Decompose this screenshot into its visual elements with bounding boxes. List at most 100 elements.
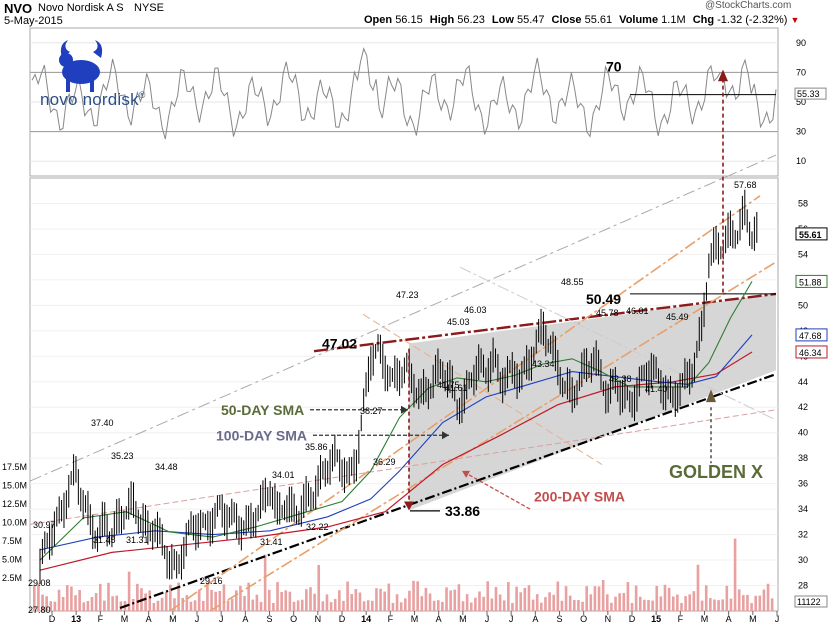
- x-tick-label: M: [169, 614, 177, 624]
- volume-bar: [428, 593, 432, 611]
- watermark: @StockCharts.com: [705, 0, 792, 11]
- price-point-label: 45.78: [596, 308, 619, 318]
- volume-bar: [577, 600, 580, 611]
- volume-bar: [305, 589, 308, 611]
- volume-bar: [387, 583, 391, 611]
- price-point-label: 29.16: [200, 576, 223, 586]
- registered-mark: ®: [138, 90, 146, 100]
- volume-bar: [498, 594, 502, 611]
- volume-bar: [519, 592, 523, 611]
- volume-bar: [144, 593, 147, 611]
- volume-bar: [647, 600, 650, 611]
- x-tick-label: 14: [361, 614, 371, 624]
- volume-bar: [300, 599, 304, 611]
- rsi-tick-label: 70: [796, 67, 806, 77]
- x-tick-label: M: [701, 614, 709, 624]
- volume-bar: [296, 600, 300, 611]
- volume-bar: [618, 593, 621, 611]
- price-point-label: 45.03: [447, 317, 470, 327]
- gray-fan-line: [459, 266, 777, 421]
- volume-bar: [560, 600, 564, 611]
- volume-bar: [589, 594, 593, 611]
- volume-bar: [457, 584, 461, 611]
- volume-bar: [379, 588, 382, 611]
- volume-bar: [94, 593, 98, 611]
- volume-bar: [189, 601, 193, 611]
- x-tick-label: O: [580, 614, 587, 624]
- chg-label: Chg: [692, 14, 715, 26]
- volume-bar: [185, 595, 189, 611]
- volume-bar: [465, 594, 469, 611]
- volume-bar: [655, 585, 659, 611]
- volume-bar: [659, 596, 663, 611]
- volume-bar: [82, 602, 86, 611]
- volume-bar: [230, 598, 234, 611]
- volume-bar: [399, 602, 403, 611]
- volume-bar: [502, 600, 506, 611]
- volume-bar: [255, 594, 259, 611]
- volume-bar: [733, 538, 737, 611]
- volume-bar: [441, 601, 444, 611]
- volume-bar: [535, 594, 539, 611]
- volume-bar: [292, 601, 296, 611]
- volume-bar: [193, 600, 197, 611]
- volume-bar: [218, 590, 222, 611]
- price-point-label: 41.40: [645, 384, 668, 394]
- x-tick-label: M: [121, 614, 129, 624]
- volume-bar: [713, 599, 716, 611]
- volume-bar: [350, 594, 354, 611]
- price-point-label: 46.03: [464, 305, 487, 315]
- price-point-label: 41.75: [437, 380, 460, 390]
- ticker-symbol: NVO: [4, 1, 33, 16]
- x-tick-label: A: [436, 614, 442, 624]
- right-axis-value-box: [795, 274, 828, 288]
- volume-bar: [424, 587, 428, 611]
- volume-bar: [630, 602, 634, 611]
- close-value: 55.61: [584, 14, 613, 26]
- price-tick-label: 32: [798, 530, 808, 540]
- price-tick-label: 58: [798, 198, 808, 208]
- price-tick-label: 38: [798, 453, 808, 463]
- annotation-47-02: 47.02: [322, 336, 357, 352]
- down-arrow-icon: ▼: [790, 15, 800, 25]
- volume-bar: [61, 597, 65, 611]
- rsi-link-arrowhead: [718, 69, 728, 82]
- volume-bar: [766, 583, 770, 611]
- volume-label: Volume: [619, 14, 659, 26]
- volume-bar: [420, 596, 424, 611]
- price-point-label: 35.23: [111, 451, 134, 461]
- volume-bar: [65, 585, 69, 611]
- orange-channel-upper: [169, 195, 761, 612]
- volume-bar: [494, 586, 498, 611]
- price-point-label: 42.38: [609, 374, 632, 384]
- volume-bar: [321, 601, 325, 611]
- sma100-annotation-arrow-head: [442, 431, 449, 440]
- volume-bar: [709, 597, 712, 611]
- volume-bar: [272, 602, 275, 611]
- price-point-label: 46.01: [626, 306, 649, 316]
- volume-bar: [243, 595, 246, 611]
- volume-bar: [197, 589, 201, 611]
- volume-bar: [173, 598, 176, 611]
- volume-bar: [581, 601, 584, 611]
- volume-bar: [540, 602, 543, 611]
- price-tick-label: 30: [798, 555, 808, 565]
- volume-bar: [222, 584, 226, 611]
- ohlc-row: Open 56.15 High 56.23 Low 55.47 Close 55…: [364, 14, 799, 26]
- volume-bar: [247, 582, 250, 611]
- price-point-label: 31.41: [260, 537, 283, 547]
- volume-bar: [391, 602, 395, 611]
- volume-bar: [214, 591, 217, 611]
- x-tick-label: M: [459, 614, 467, 624]
- volume-bar: [333, 598, 337, 611]
- volume-bar: [605, 594, 609, 611]
- volume-bar: [667, 587, 671, 611]
- right-axis-value: 55.61: [799, 230, 822, 240]
- rsi-tick-label: 10: [796, 156, 806, 166]
- volume-bar: [445, 587, 448, 611]
- x-tick-label: 13: [71, 614, 81, 624]
- volume-bar: [267, 589, 271, 611]
- volume-bar: [478, 591, 481, 611]
- volume-bar: [585, 586, 588, 611]
- price-point-label: 43.34: [532, 359, 555, 369]
